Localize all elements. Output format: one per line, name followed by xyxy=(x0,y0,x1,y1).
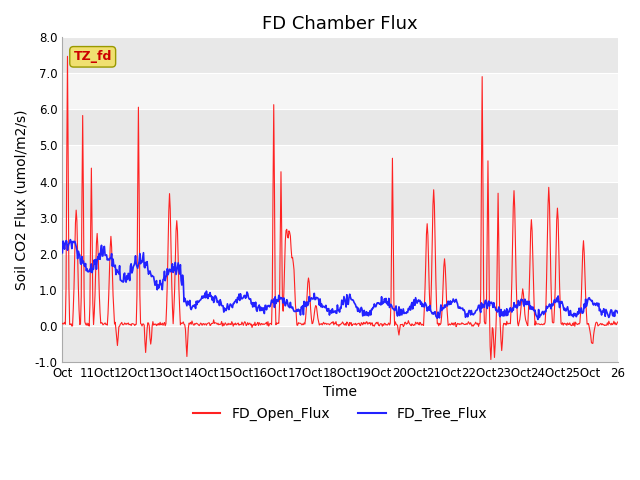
Legend: FD_Open_Flux, FD_Tree_Flux: FD_Open_Flux, FD_Tree_Flux xyxy=(187,401,493,426)
Bar xyxy=(63,37,618,73)
Bar xyxy=(63,181,618,217)
Bar xyxy=(63,109,618,145)
Bar xyxy=(63,326,618,362)
Bar xyxy=(63,290,618,326)
Text: TZ_fd: TZ_fd xyxy=(74,50,112,63)
Bar xyxy=(63,73,618,109)
Bar xyxy=(63,253,618,290)
X-axis label: Time: Time xyxy=(323,385,357,399)
Bar xyxy=(63,145,618,181)
Title: FD Chamber Flux: FD Chamber Flux xyxy=(262,15,418,33)
Y-axis label: Soil CO2 Flux (umol/m2/s): Soil CO2 Flux (umol/m2/s) xyxy=(15,109,29,290)
Bar xyxy=(63,217,618,253)
